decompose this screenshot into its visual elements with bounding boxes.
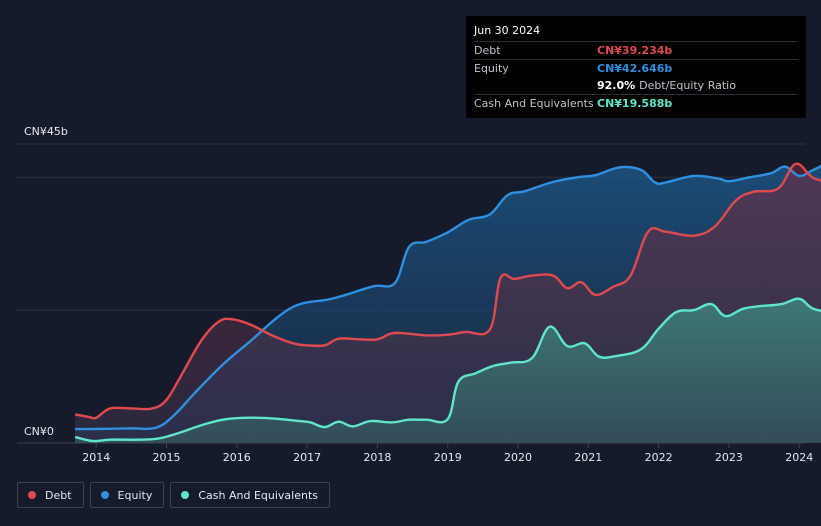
tooltip-row-ratio: 92.0% Debt/Equity Ratio xyxy=(474,77,798,94)
tooltip-date: Jun 30 2024 xyxy=(474,24,541,37)
x-tick-label: 2022 xyxy=(645,451,673,464)
tooltip-ratio-caption: Debt/Equity Ratio xyxy=(639,79,736,92)
y-tick-top: CN¥45b xyxy=(24,125,68,138)
x-tick-label: 2019 xyxy=(434,451,462,464)
legend-label: Debt xyxy=(45,488,72,502)
legend-dot-equity xyxy=(100,491,109,499)
line-debt xyxy=(74,162,821,420)
tooltip-label: Cash And Equivalents xyxy=(474,97,594,110)
x-tick-label: 2016 xyxy=(223,451,251,464)
x-tick-label: 2017 xyxy=(293,451,321,464)
legend-dot-debt xyxy=(28,491,36,499)
x-tick-label: 2024 xyxy=(785,451,813,464)
series-areas xyxy=(75,163,821,443)
tooltip-label xyxy=(474,77,597,94)
x-tick-label: 2020 xyxy=(504,451,532,464)
tooltip-label: Debt xyxy=(474,44,501,57)
tooltip-row-debt: Debt CN¥39.234b xyxy=(474,41,798,59)
x-tick-label: 2015 xyxy=(153,451,181,464)
legend-item-cash[interactable]: Cash And Equivalents xyxy=(170,482,330,508)
x-tick-label: 2021 xyxy=(574,451,602,464)
tooltip-value-cash: CN¥19.588b xyxy=(597,97,673,110)
line-cash xyxy=(74,297,821,443)
legend-dot-cash xyxy=(181,491,190,499)
x-tick-label: 2023 xyxy=(715,451,743,464)
tooltip-value-equity: CN¥42.646b xyxy=(597,62,673,75)
y-tick-bottom: CN¥0 xyxy=(24,425,54,438)
series-lines xyxy=(74,162,821,443)
tooltip-value-debt: CN¥39.234b xyxy=(597,44,673,57)
tooltip-panel: Jun 30 2024 Debt CN¥39.234b Equity CN¥42… xyxy=(466,16,806,118)
legend: Debt Equity Cash And Equivalents xyxy=(17,482,330,510)
legend-item-debt[interactable]: Debt xyxy=(17,482,84,508)
line-equity xyxy=(75,164,821,431)
legend-label: Equity xyxy=(117,488,153,502)
tooltip-row-equity: Equity CN¥42.646b xyxy=(474,59,798,77)
tooltip-value-ratio: 92.0% xyxy=(597,79,636,92)
x-axis: 2014 2015 2016 2017 2018 2019 2020 2021 2022 2023… xyxy=(82,443,813,464)
tooltip-label: Equity xyxy=(474,62,509,75)
x-tick-label: 2014 xyxy=(82,451,110,464)
tooltip-row-cash: Cash And Equivalents CN¥19.588b xyxy=(474,94,798,112)
legend-item-equity[interactable]: Equity xyxy=(89,482,165,508)
area-cash xyxy=(75,298,821,443)
x-tick-label: 2018 xyxy=(363,451,391,464)
legend-label: Cash And Equivalents xyxy=(198,488,318,502)
